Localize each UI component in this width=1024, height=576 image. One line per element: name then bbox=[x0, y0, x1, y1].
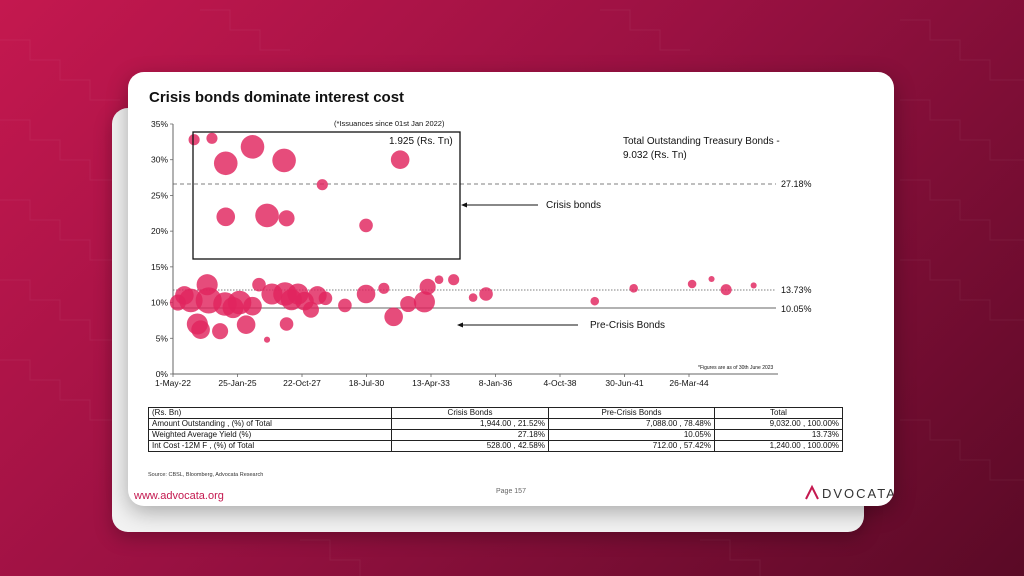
precrisis-bond-point bbox=[590, 296, 600, 306]
summary-table: (Rs. Bn) Crisis Bonds Pre-Crisis Bonds T… bbox=[148, 407, 843, 452]
table-cell: Amount Outstanding , (%) of Total bbox=[148, 418, 392, 430]
table-header-cell: Total bbox=[714, 407, 843, 419]
total-outstanding-label: Total Outstanding Treasury Bonds - bbox=[623, 136, 780, 147]
precrisis-bonds-label: Pre-Crisis Bonds bbox=[590, 320, 665, 331]
precrisis-bond-point bbox=[263, 336, 271, 343]
crisis-bond-point bbox=[359, 218, 373, 233]
ref-label-crisis-yield: 27.18% bbox=[781, 179, 812, 189]
precrisis-bond-point bbox=[479, 287, 493, 301]
precrisis-bond-point bbox=[302, 301, 319, 318]
precrisis-bond-point bbox=[243, 296, 262, 316]
page-number: Page 157 bbox=[496, 488, 526, 495]
precrisis-bond-point bbox=[720, 284, 732, 296]
table-cell: 7,088.00 , 78.48% bbox=[548, 418, 715, 430]
table-row: Amount Outstanding , (%) of Total 1,944.… bbox=[148, 418, 843, 430]
crisis-total-label: 1.925 (Rs. Tn) bbox=[389, 136, 453, 147]
y-tick-label: 25% bbox=[151, 190, 168, 200]
ref-label-total-yield: 13.73% bbox=[781, 285, 812, 295]
precrisis-bond-point bbox=[212, 323, 229, 340]
y-tick-label: 10% bbox=[151, 298, 168, 308]
precrisis-bond-point bbox=[338, 298, 352, 313]
precrisis-bond-point bbox=[708, 275, 715, 283]
table-cell: 1,944.00 , 21.52% bbox=[391, 418, 549, 430]
y-tick-label: 20% bbox=[151, 226, 168, 236]
table-cell: 528.00 , 42.58% bbox=[391, 440, 549, 452]
precrisis-bond-point bbox=[236, 315, 256, 335]
table-header-cell: Pre-Crisis Bonds bbox=[548, 407, 715, 419]
table-cell: 1,240.00 , 100.00% bbox=[714, 440, 843, 452]
precrisis-bond-point bbox=[279, 317, 294, 331]
total-outstanding-value: 9.032 (Rs. Tn) bbox=[623, 150, 687, 161]
precrisis-bond-point bbox=[419, 278, 436, 295]
y-tick-label: 35% bbox=[151, 119, 168, 129]
x-tick-label: 8-Jan-36 bbox=[479, 378, 513, 388]
crisis-bonds-label: Crisis bonds bbox=[546, 200, 601, 211]
x-tick-label: 13-Apr-33 bbox=[412, 378, 450, 388]
precrisis-arrowhead bbox=[457, 322, 463, 328]
table-cell: 10.05% bbox=[548, 429, 715, 441]
crisis-bond-point bbox=[390, 150, 410, 170]
table-cell: 13.73% bbox=[714, 429, 843, 441]
table-cell: 27.18% bbox=[391, 429, 549, 441]
precrisis-bond-point bbox=[687, 279, 697, 289]
table-row: Weighted Average Yield (%) 27.18% 10.05%… bbox=[148, 429, 843, 441]
precrisis-bond-point bbox=[413, 291, 435, 313]
table-header-cell: (Rs. Bn) bbox=[148, 407, 392, 419]
crisis-bonds-box bbox=[192, 131, 461, 260]
table-cell: Weighted Average Yield (%) bbox=[148, 429, 392, 441]
precrisis-bond-point bbox=[448, 274, 460, 286]
x-tick-label: 4-Oct-38 bbox=[543, 378, 576, 388]
svg-text:DVOCATA: DVOCATA bbox=[822, 486, 894, 501]
ref-label-precrisis-yield: 10.05% bbox=[781, 304, 812, 314]
crisis-bond-point bbox=[316, 179, 328, 191]
x-tick-label: 25-Jan-25 bbox=[218, 378, 257, 388]
slide-card: Crisis bonds dominate interest cost 0% 5%… bbox=[128, 72, 894, 506]
crisis-arrowhead bbox=[461, 202, 467, 208]
y-tick-label: 15% bbox=[151, 262, 168, 272]
crisis-bond-point bbox=[278, 210, 295, 227]
issuances-note: (*Issuances since 01st Jan 2022) bbox=[334, 119, 445, 128]
y-tick-label: 30% bbox=[151, 155, 168, 165]
crisis-bond-point bbox=[216, 207, 236, 227]
precrisis-bond-point bbox=[384, 307, 403, 327]
precrisis-bond-point bbox=[252, 277, 266, 292]
precrisis-bond-point bbox=[629, 283, 639, 293]
x-tick-label: 26-Mar-44 bbox=[669, 378, 708, 388]
table-cell: 712.00 , 57.42% bbox=[548, 440, 715, 452]
x-tick-label: 1-May-22 bbox=[155, 378, 191, 388]
table-cell: 9,032.00 , 100.00% bbox=[714, 418, 843, 430]
precrisis-bond-point bbox=[750, 282, 757, 289]
crisis-bond-point bbox=[188, 134, 200, 146]
precrisis-bond-point bbox=[468, 293, 478, 302]
precrisis-bond-point bbox=[318, 291, 333, 306]
precrisis-bond-point bbox=[400, 295, 417, 313]
source-note: Source: CBSL, Bloomberg, Advocata Resear… bbox=[148, 472, 264, 478]
crisis-bond-point bbox=[240, 135, 265, 159]
crisis-bond-point bbox=[213, 151, 238, 176]
advocata-logo: DVOCATA bbox=[804, 484, 894, 505]
bubble-chart: 0% 5% 10% 15% 20% 25% 30% 35% 1-May-22 25-Jan-25… bbox=[151, 119, 812, 388]
slide-title: Crisis bonds dominate interest cost bbox=[149, 89, 405, 106]
website-link[interactable]: www.advocata.org bbox=[134, 490, 224, 502]
precrisis-bond-point bbox=[191, 320, 210, 340]
table-cell: Int Cost -12M F , (%) of Total bbox=[148, 440, 392, 452]
precrisis-bond-point bbox=[356, 284, 376, 304]
x-tick-label: 30-Jun-41 bbox=[605, 378, 644, 388]
y-tick-label: 5% bbox=[156, 333, 169, 343]
precrisis-bond-point bbox=[179, 288, 203, 313]
table-header-cell: Crisis Bonds bbox=[391, 407, 549, 419]
crisis-bond-point bbox=[206, 132, 218, 144]
x-tick-label: 18-Jul-30 bbox=[349, 378, 385, 388]
precrisis-bond-point bbox=[434, 275, 444, 285]
x-tick-label: 22-Oct-27 bbox=[283, 378, 321, 388]
table-row: Int Cost -12M F , (%) of Total 528.00 , … bbox=[148, 440, 843, 452]
crisis-bond-point bbox=[272, 148, 296, 173]
precrisis-bond-point bbox=[378, 282, 390, 294]
crisis-bond-point bbox=[255, 203, 279, 228]
table-header-row: (Rs. Bn) Crisis Bonds Pre-Crisis Bonds T… bbox=[148, 407, 843, 419]
advocata-logo-mark: DVOCATA bbox=[805, 484, 894, 501]
figures-note: *Figures are as of 30th June 2023 bbox=[698, 365, 774, 371]
y-tick-label: 0% bbox=[156, 369, 169, 379]
